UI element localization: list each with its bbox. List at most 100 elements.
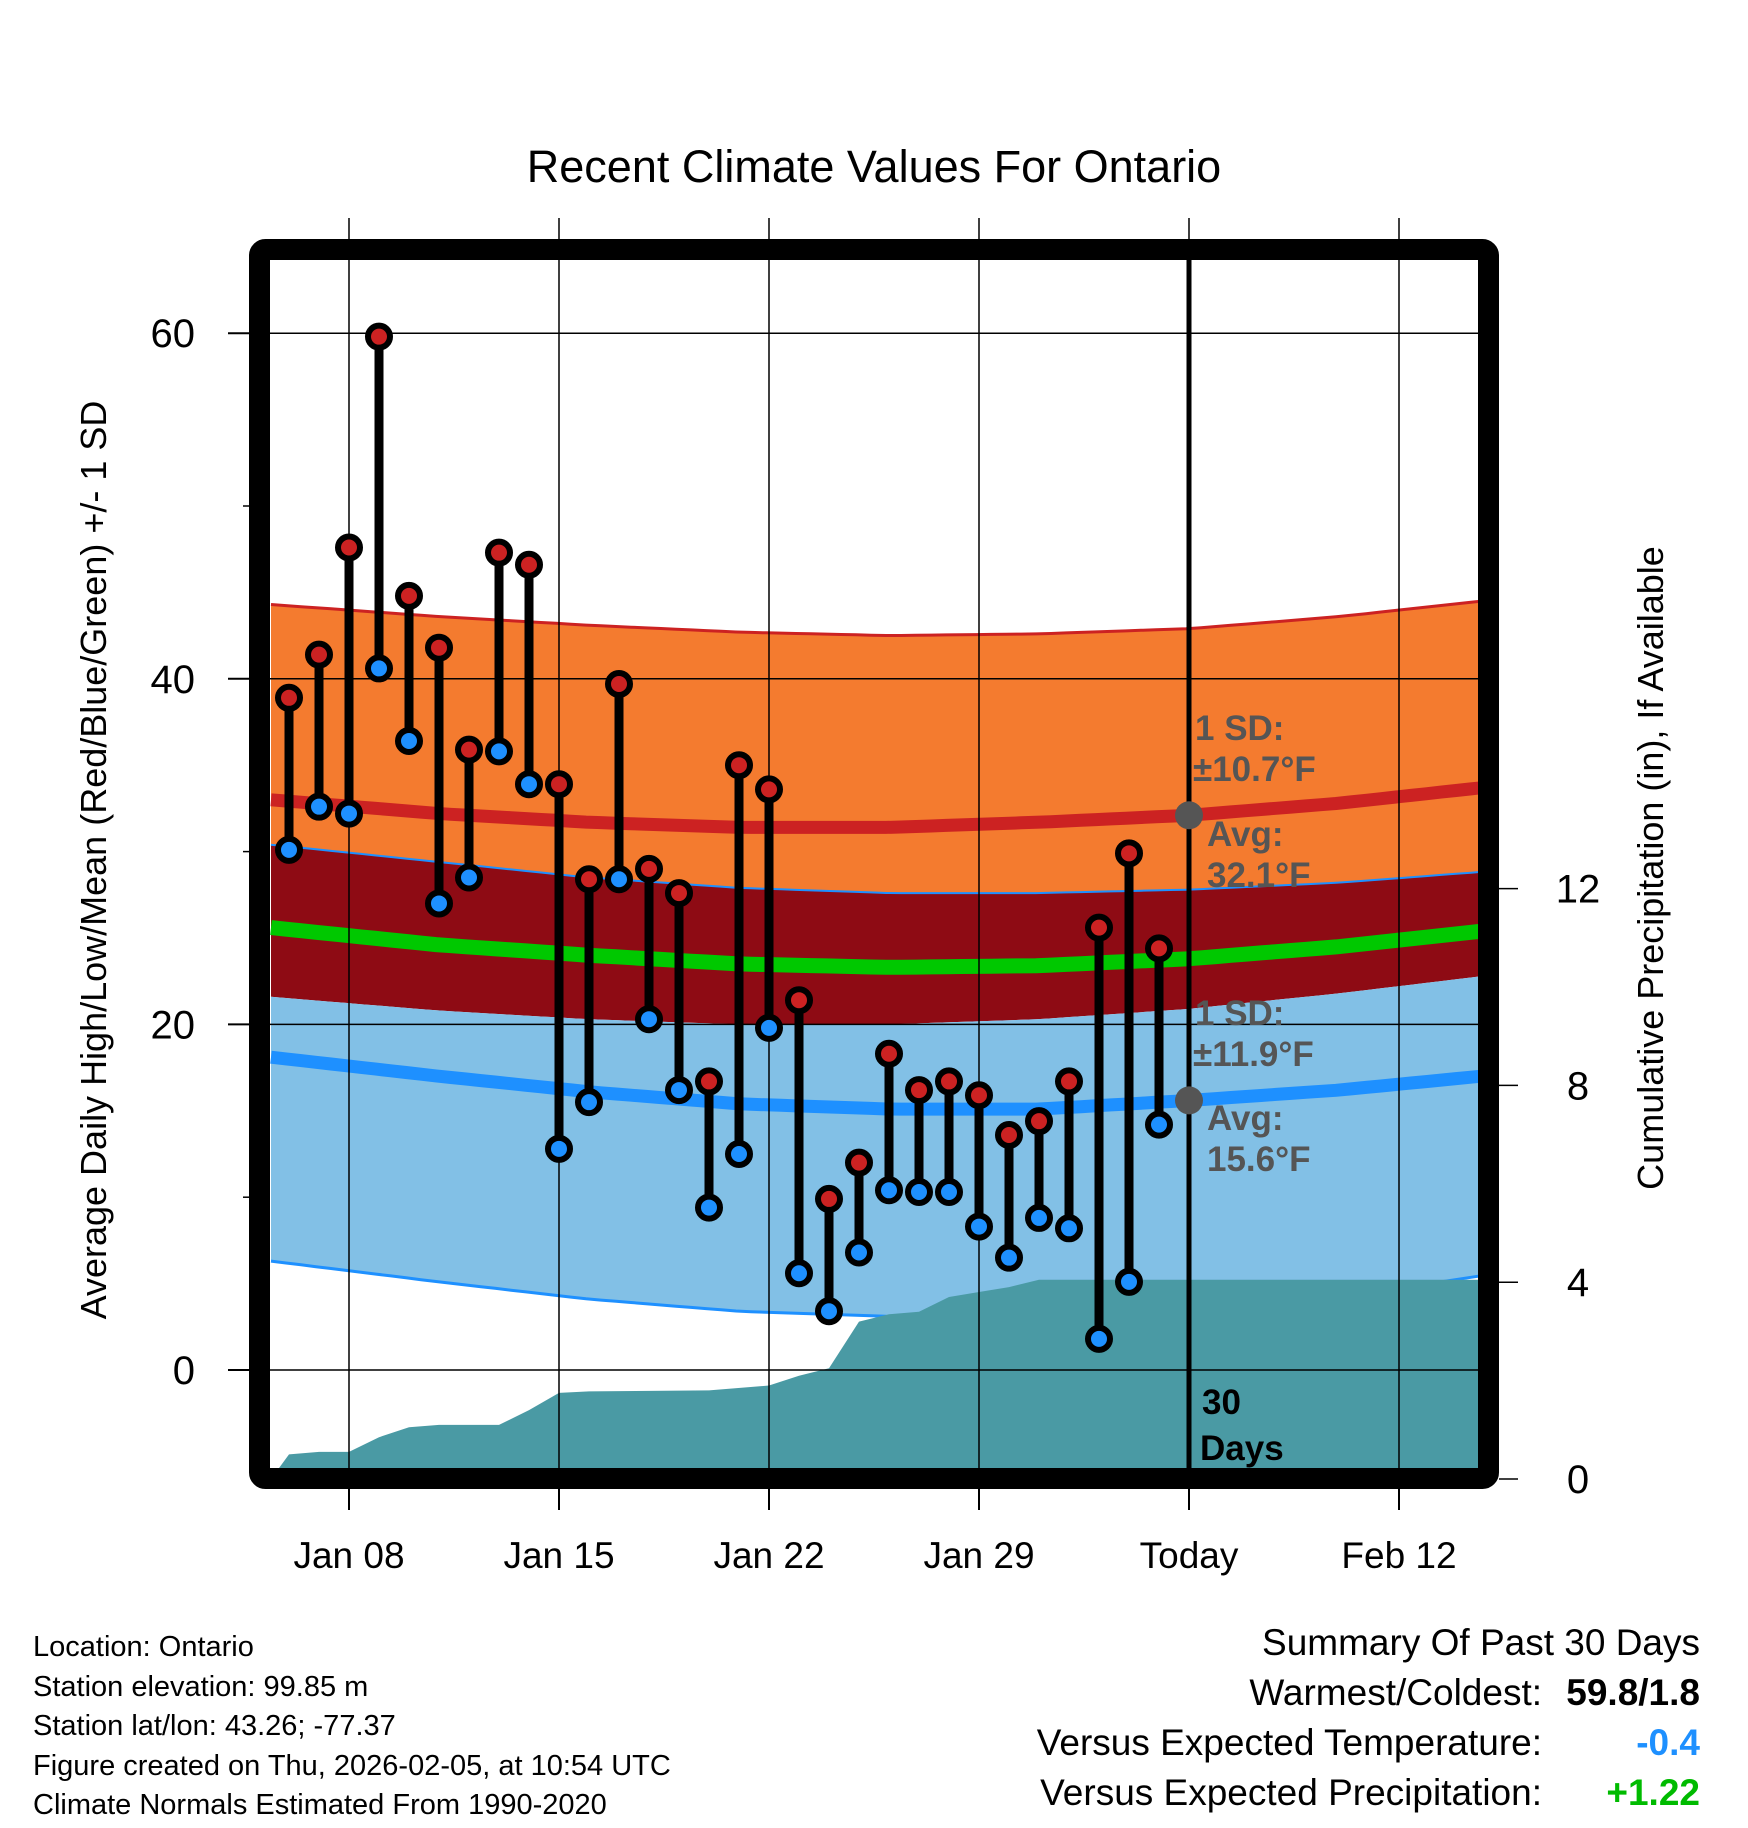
precip-deviation-label: Versus Expected Precipitation: bbox=[1040, 1772, 1542, 1813]
high-sd-label: 1 SD: bbox=[1195, 709, 1284, 748]
latlon-text: Station lat/lon: 43.26; -77.37 bbox=[33, 1710, 396, 1742]
y-tick-label: 0 bbox=[173, 1349, 195, 1393]
axes: 0 20 40 60 0 4 8 12 Jan 08 Jan 15 Jan 22 Jan 29 Toda… bbox=[151, 218, 1601, 1576]
x-tick-label: Jan 15 bbox=[503, 1535, 614, 1576]
high-point bbox=[425, 633, 453, 662]
high-point bbox=[515, 550, 543, 579]
summary-panel: Summary Of Past 30 Days Warmest/Coldest:… bbox=[1037, 1618, 1700, 1818]
high-point bbox=[1085, 913, 1113, 942]
low-point bbox=[1085, 1324, 1113, 1353]
normal-low-line bbox=[270, 1050, 1478, 1116]
summary-heading: Summary Of Past 30 Days bbox=[1262, 1622, 1700, 1663]
plot-frame bbox=[249, 239, 1499, 1489]
location-text: Location: Ontario bbox=[33, 1631, 254, 1663]
low-point bbox=[815, 1297, 843, 1326]
low-point bbox=[275, 835, 303, 864]
high-point bbox=[335, 533, 363, 562]
high-point bbox=[545, 770, 573, 799]
summary-warmest-row: Warmest/Coldest: 59.8/1.8 bbox=[1037, 1668, 1700, 1718]
high-point bbox=[365, 322, 393, 351]
y-tick-label: 60 bbox=[151, 312, 196, 356]
warmest-value: 59.8/1.8 bbox=[1566, 1672, 1700, 1713]
high-sd-upper-edge bbox=[270, 599, 1478, 637]
high-point bbox=[635, 854, 663, 883]
high-point bbox=[665, 879, 693, 908]
high-point bbox=[875, 1039, 903, 1068]
y2-tick-label: 8 bbox=[1567, 1064, 1589, 1108]
high-sd-band bbox=[271, 601, 1478, 894]
low-point bbox=[485, 737, 513, 766]
elevation-text: Station elevation: 99.85 m bbox=[33, 1670, 369, 1703]
summary-precip-row: Versus Expected Precipitation: +1.22 bbox=[1037, 1768, 1700, 1818]
low-point bbox=[305, 792, 333, 821]
low-sd-band bbox=[271, 976, 1478, 1317]
temp-deviation-label: Versus Expected Temperature: bbox=[1036, 1722, 1542, 1763]
high-point bbox=[815, 1184, 843, 1213]
low-point bbox=[905, 1178, 933, 1207]
station-info: Location: Ontario Station elevation: 99.… bbox=[33, 1628, 671, 1826]
x-tick-label: Jan 29 bbox=[923, 1535, 1034, 1576]
low-point bbox=[725, 1140, 753, 1168]
low-avg-value: 15.6°F bbox=[1207, 1140, 1311, 1179]
high-point bbox=[275, 683, 303, 712]
window-days-label: Days bbox=[1200, 1429, 1284, 1468]
high-sd-value: ±10.7°F bbox=[1193, 750, 1316, 789]
low-point bbox=[785, 1259, 813, 1288]
low-point bbox=[695, 1193, 723, 1222]
y2-tick-label: 4 bbox=[1567, 1261, 1589, 1305]
high-point bbox=[605, 669, 633, 698]
normal-mean-line bbox=[270, 920, 1478, 975]
low-point bbox=[755, 1013, 783, 1042]
high-point bbox=[755, 775, 783, 804]
low-point bbox=[455, 863, 483, 892]
high-point bbox=[845, 1148, 873, 1177]
chart-title: Recent Climate Values For Ontario bbox=[527, 141, 1221, 192]
low-point bbox=[845, 1238, 873, 1267]
y-axis-label: Average Daily High/Low/Mean (Red/Blue/Gr… bbox=[73, 401, 114, 1320]
y-tick-label: 20 bbox=[151, 1003, 196, 1047]
y2-axis-label: Cumulative Precipitation (in), If Availa… bbox=[1630, 546, 1671, 1190]
low-point bbox=[1025, 1203, 1053, 1232]
low-point bbox=[635, 1005, 663, 1034]
high-avg-label: Avg: bbox=[1207, 815, 1283, 854]
low-point bbox=[1145, 1110, 1173, 1139]
low-point bbox=[665, 1076, 693, 1105]
high-point bbox=[905, 1076, 933, 1105]
low-sd-label: 1 SD: bbox=[1195, 994, 1284, 1033]
high-avg-value: 32.1°F bbox=[1207, 856, 1311, 895]
y2-tick-label: 0 bbox=[1567, 1458, 1589, 1502]
climate-chart: Recent Climate Values For Ontario 1 SD:±… bbox=[73, 141, 1671, 1600]
low-point bbox=[605, 865, 633, 894]
low-point bbox=[575, 1088, 603, 1117]
normals-text: Climate Normals Estimated From 1990-2020 bbox=[33, 1789, 607, 1821]
high-point bbox=[1145, 934, 1173, 963]
y-tick-label: 40 bbox=[151, 658, 196, 702]
precip-deviation-value: +1.22 bbox=[1606, 1772, 1700, 1813]
precipitation-area bbox=[279, 1279, 1478, 1468]
high-point bbox=[305, 640, 333, 669]
high-point bbox=[1115, 839, 1143, 868]
high-point bbox=[1025, 1107, 1053, 1136]
high-point bbox=[575, 865, 603, 894]
high-point bbox=[995, 1120, 1023, 1149]
high-point bbox=[485, 538, 513, 567]
low-point bbox=[1115, 1267, 1143, 1296]
low-sd-value: ±11.9°F bbox=[1193, 1035, 1314, 1074]
high-point bbox=[965, 1081, 993, 1110]
x-tick-label: Jan 08 bbox=[293, 1535, 404, 1576]
low-point bbox=[335, 799, 363, 828]
low-point bbox=[545, 1134, 573, 1163]
low-point bbox=[365, 654, 393, 683]
low-point bbox=[935, 1178, 963, 1207]
y2-tick-label: 12 bbox=[1556, 868, 1601, 912]
x-tick-label: Jan 22 bbox=[713, 1535, 824, 1576]
high-point bbox=[1055, 1067, 1083, 1096]
warmest-label: Warmest/Coldest: bbox=[1249, 1672, 1542, 1713]
high-point bbox=[935, 1067, 963, 1096]
low-point bbox=[965, 1212, 993, 1241]
x-tick-label: Today bbox=[1140, 1535, 1239, 1576]
window-days-number: 30 bbox=[1202, 1383, 1241, 1422]
high-point bbox=[455, 735, 483, 764]
